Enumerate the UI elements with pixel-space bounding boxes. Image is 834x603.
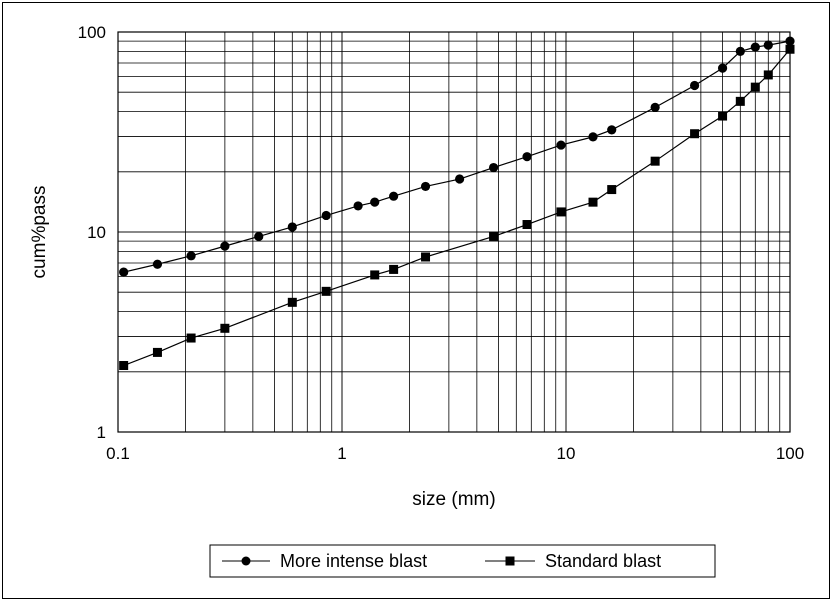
- data-point-circle: [689, 80, 700, 91]
- data-point-circle: [152, 259, 163, 269]
- x-axis-label: size (mm): [412, 489, 495, 510]
- data-point-square: [522, 220, 532, 230]
- data-point-circle: [254, 231, 264, 242]
- data-point-square: [186, 333, 196, 343]
- data-point-circle: [785, 36, 795, 46]
- legend-label-standard: Standard blast: [545, 551, 661, 571]
- legend-marker-square: [505, 556, 515, 566]
- data-point-square: [556, 207, 566, 217]
- series-lines: [123, 40, 791, 367]
- data-point-square: [650, 156, 660, 166]
- data-point-circle: [220, 241, 230, 251]
- data-point-square: [421, 252, 431, 262]
- data-point-circle: [389, 191, 399, 201]
- data-point-circle: [588, 132, 598, 142]
- data-point-circle: [119, 267, 129, 277]
- data-point-circle: [353, 201, 363, 211]
- data-point-circle: [650, 102, 660, 112]
- grid: [117, 31, 791, 433]
- plot-border: [117, 31, 791, 433]
- legend-marker-circle: [241, 556, 251, 566]
- data-point-square: [220, 323, 230, 333]
- data-point-circle: [455, 174, 465, 184]
- legend: More intense blast Standard blast: [209, 544, 716, 578]
- y-axis-label: cum%pass: [29, 186, 50, 279]
- data-point-circle: [750, 42, 760, 52]
- y-tick-labels: 1 10 100: [78, 23, 106, 442]
- data-point-square: [489, 231, 499, 241]
- data-point-square: [750, 82, 760, 92]
- y-tick-label: 10: [87, 223, 106, 242]
- data-point-square: [119, 361, 129, 371]
- data-point-square: [389, 264, 399, 274]
- data-point-circle: [763, 40, 773, 50]
- data-point-square: [607, 185, 617, 195]
- data-point-square: [588, 197, 598, 207]
- y-tick-label: 1: [97, 423, 106, 442]
- x-tick-label: 10: [557, 444, 576, 463]
- legend-label-more-intense: More intense blast: [280, 551, 427, 571]
- series-line-0: [123, 40, 791, 273]
- series-markers: [119, 36, 795, 371]
- data-point-square: [735, 96, 745, 106]
- data-point-square: [152, 347, 162, 357]
- data-point-circle: [186, 251, 196, 261]
- data-point-square: [370, 270, 380, 280]
- series-line-1: [123, 48, 791, 367]
- x-tick-label: 100: [776, 444, 804, 463]
- data-point-square: [763, 70, 773, 80]
- legend-box: [209, 544, 716, 578]
- x-tick-label: 1: [337, 444, 346, 463]
- data-point-circle: [370, 197, 380, 207]
- x-tick-labels: 0.1 1 10 100: [106, 444, 804, 463]
- data-point-circle: [287, 222, 297, 232]
- data-point-circle: [488, 162, 499, 173]
- data-point-square: [690, 129, 700, 139]
- data-point-circle: [522, 152, 532, 162]
- x-tick-label: 0.1: [106, 444, 130, 463]
- data-point-circle: [607, 125, 617, 135]
- data-point-square: [785, 44, 795, 54]
- data-point-circle: [321, 210, 331, 221]
- data-point-square: [287, 297, 297, 307]
- data-point-square: [321, 286, 331, 296]
- data-point-circle: [735, 46, 745, 56]
- data-point-circle: [556, 140, 566, 150]
- data-point-square: [718, 111, 728, 121]
- data-point-circle: [420, 181, 431, 192]
- y-tick-label: 100: [78, 23, 106, 42]
- data-point-circle: [717, 63, 728, 73]
